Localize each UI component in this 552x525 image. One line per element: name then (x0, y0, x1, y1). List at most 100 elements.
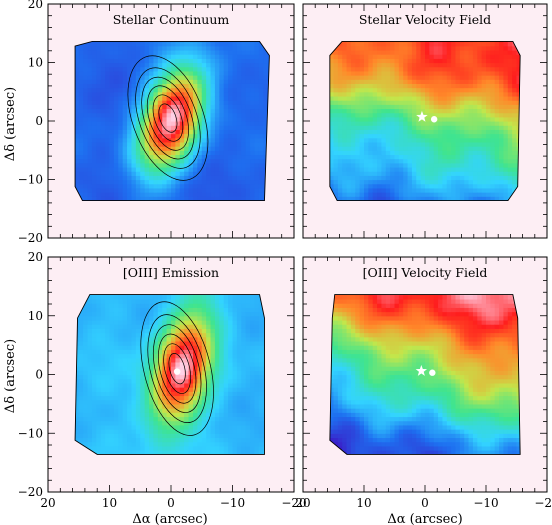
heatmap-cell (416, 162, 422, 168)
heatmap-cell (78, 192, 84, 197)
heatmap-cell (83, 70, 89, 76)
heatmap-cell (214, 83, 220, 89)
heatmap-cell (78, 112, 84, 118)
heatmap-cell (105, 112, 111, 118)
heatmap-cell (250, 62, 256, 68)
heatmap-cell (140, 58, 146, 64)
heatmap-cell (250, 45, 256, 51)
heatmap-cell (294, 33, 299, 38)
heatmap-cell (429, 158, 435, 164)
heatmap-cell (254, 146, 260, 151)
heatmap-cell (122, 158, 128, 164)
heatmap-cell (403, 158, 409, 164)
heatmap-cell (83, 125, 89, 130)
heatmap-cell (118, 112, 124, 118)
heatmap-cell (210, 116, 216, 122)
heatmap-cell (131, 108, 137, 114)
heatmap-cell (398, 141, 404, 147)
heatmap-cell (105, 75, 111, 80)
heatmap-cell (236, 196, 242, 201)
heatmap-cell (96, 79, 102, 84)
heatmap-cell (377, 175, 383, 181)
heatmap-cell (350, 62, 356, 68)
heatmap-cell (398, 183, 404, 189)
heatmap-cell (346, 137, 352, 143)
heatmap-cell (377, 83, 383, 89)
heatmap-cell (188, 121, 194, 126)
heatmap-cell (377, 70, 383, 76)
heatmap-cell (346, 179, 352, 185)
heatmap-cell (223, 150, 229, 156)
heatmap-cell (175, 196, 181, 201)
heatmap-cell (364, 75, 369, 80)
heatmap-cell (232, 158, 238, 164)
heatmap-cell (342, 183, 348, 189)
heatmap-cell (105, 166, 111, 172)
heatmap-cell (113, 133, 119, 139)
heatmap-cell (144, 129, 150, 135)
heatmap-cell (407, 121, 413, 126)
heatmap-cell (206, 54, 212, 59)
heatmap-cell (197, 166, 203, 172)
heatmap-cell (131, 116, 137, 122)
heatmap-cell (228, 49, 234, 55)
heatmap-cell (197, 187, 203, 193)
heatmap-cell (425, 100, 430, 105)
heatmap-cell (109, 158, 115, 164)
heatmap-cell (390, 62, 396, 68)
heatmap-cell (75, 49, 80, 55)
heatmap-cell (433, 171, 439, 176)
heatmap-cell (131, 100, 137, 105)
heatmap-cell (429, 183, 435, 189)
heatmap-cell (350, 158, 356, 164)
heatmap-cell (157, 146, 163, 151)
heatmap-cell (100, 129, 106, 135)
heatmap-cell (258, 49, 264, 55)
heatmap-cell (135, 150, 141, 156)
heatmap-cell (96, 112, 102, 118)
heatmap-cell (346, 150, 352, 156)
heatmap-cell (197, 54, 203, 59)
heatmap-cell (416, 192, 422, 197)
heatmap-cell (250, 70, 256, 76)
heatmap-cell (210, 150, 216, 156)
heatmap-cell (109, 87, 115, 93)
heatmap-cell (263, 66, 269, 72)
heatmap-cell (223, 137, 229, 143)
heatmap-cell (377, 95, 383, 101)
heatmap-cell (127, 192, 133, 197)
heatmap-cell (171, 162, 176, 168)
heatmap-cell (250, 166, 256, 172)
heatmap-cell (368, 179, 374, 185)
heatmap-cell (355, 158, 361, 164)
heatmap-cell (157, 41, 163, 47)
heatmap-cell (87, 187, 93, 193)
heatmap-cell (201, 116, 207, 122)
heatmap-cell (228, 62, 234, 68)
heatmap-cell (175, 121, 181, 126)
heatmap-cell (398, 171, 404, 176)
heatmap-cell (131, 196, 137, 201)
heatmap-cell (381, 54, 387, 59)
heatmap-cell (359, 66, 365, 72)
heatmap-cell (144, 83, 150, 89)
heatmap-cell (438, 58, 444, 64)
heatmap-cell (442, 162, 448, 168)
heatmap-cell (425, 58, 430, 64)
heatmap-cell (113, 183, 119, 189)
heatmap-cell (188, 79, 194, 84)
heatmap-cell (171, 158, 176, 164)
heatmap-cell (206, 75, 212, 80)
heatmap-cell (236, 83, 242, 89)
heatmap-cell (113, 158, 119, 164)
heatmap-cell (385, 87, 391, 93)
heatmap-cell (420, 150, 426, 156)
heatmap-cell (438, 87, 444, 93)
heatmap-cell (105, 104, 111, 110)
heatmap-cell (91, 116, 97, 122)
heatmap-cell (131, 62, 137, 68)
heatmap-cell (403, 125, 409, 130)
heatmap-cell (157, 192, 163, 197)
heatmap-cell (377, 104, 383, 110)
heatmap-cell (355, 112, 361, 118)
